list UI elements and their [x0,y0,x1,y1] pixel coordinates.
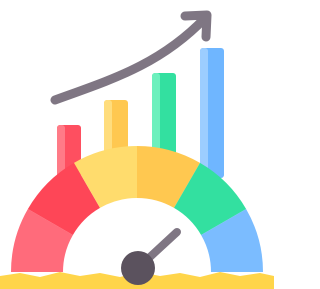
trend-arrow [55,18,205,100]
growth-gauge-icon [0,0,274,289]
page: (() => { const svg = document.getElement… [0,0,320,289]
needle-knob [121,251,155,285]
bar-blue-highlight [200,48,208,178]
